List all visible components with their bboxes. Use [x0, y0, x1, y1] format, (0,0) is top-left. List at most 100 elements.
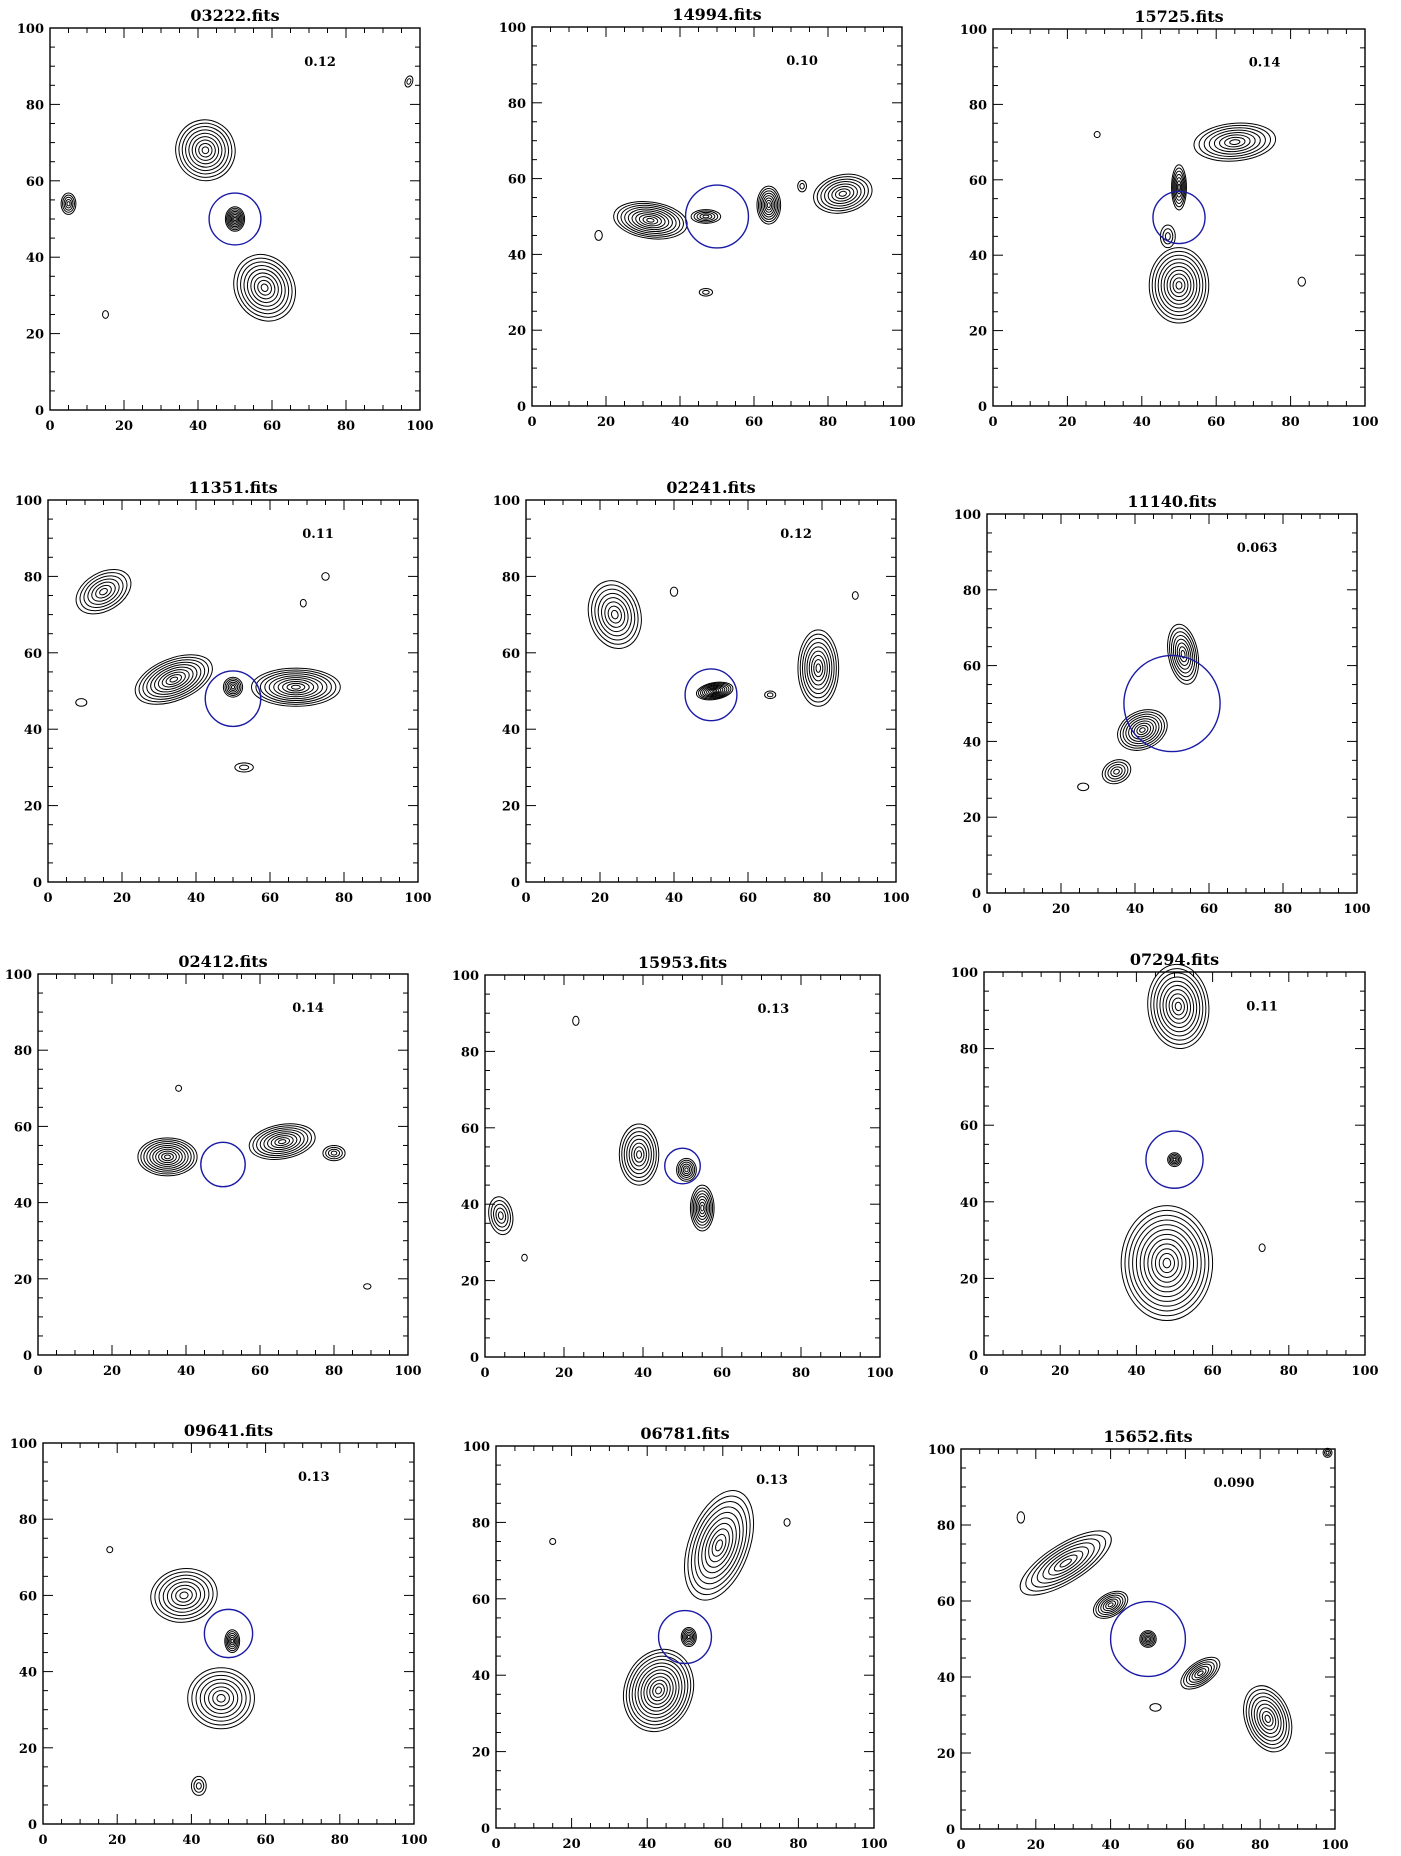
- contour-level: [222, 676, 244, 698]
- contour-level: [1170, 631, 1196, 678]
- contour-component: [1167, 623, 1200, 685]
- contour-level: [224, 1629, 241, 1654]
- contour-level: [623, 1131, 655, 1178]
- contour-level: [820, 178, 866, 209]
- contour-level: [488, 1196, 514, 1236]
- contour-level: [185, 129, 226, 172]
- panel-7: 02412.fits 0 20 40 60 80 100 0 20 40 60 80 100 0.14: [5, 952, 422, 1379]
- contour-component: [1297, 276, 1306, 287]
- contour-level: [246, 268, 283, 307]
- contour-level: [1147, 1238, 1187, 1288]
- contour-level: [1164, 232, 1171, 241]
- contour-component: [322, 1144, 346, 1162]
- contour-level: [1148, 247, 1210, 324]
- contour-level: [99, 588, 108, 596]
- contour-level: [572, 1015, 580, 1026]
- contour-level: [652, 1683, 665, 1698]
- contour-level: [1229, 139, 1241, 145]
- contour-level: [273, 677, 319, 698]
- contour-level: [1031, 1538, 1101, 1588]
- contour-level: [274, 1137, 291, 1147]
- contour-level: [286, 682, 306, 692]
- contour-level: [783, 1518, 791, 1527]
- y-tick-label: 60: [963, 660, 981, 675]
- contour-level: [694, 1506, 744, 1585]
- contour-level: [1259, 1707, 1277, 1731]
- contour-level: [642, 216, 659, 225]
- contour-level: [715, 1539, 723, 1552]
- x-tick-label: 80: [792, 1366, 810, 1381]
- y-tick-label: 40: [461, 1198, 479, 1213]
- y-tick-label: 100: [928, 1443, 955, 1458]
- contour-level: [1324, 1449, 1332, 1457]
- peak-annotation: 0.12: [304, 55, 336, 70]
- contour-level: [684, 1167, 689, 1173]
- x-tick-label: 80: [1251, 1838, 1269, 1852]
- contour-level: [267, 1133, 298, 1151]
- contour-component: [572, 1015, 580, 1026]
- contour-level: [325, 1146, 343, 1160]
- contour-level: [1125, 715, 1160, 745]
- contour-level: [1135, 1224, 1198, 1302]
- plot-frame: [986, 513, 1358, 894]
- marker-circle: [1145, 1130, 1204, 1189]
- contour-level: [697, 682, 732, 700]
- panel-title: 15652.fits: [1103, 1427, 1192, 1446]
- y-tick-label: 0: [946, 1823, 955, 1838]
- contour-component: [1171, 164, 1187, 211]
- contour-level: [199, 1678, 243, 1718]
- contour-level: [610, 609, 619, 620]
- contour-component: [1322, 1447, 1333, 1458]
- contour-level: [766, 692, 774, 698]
- x-tick-label: 40: [182, 1833, 200, 1848]
- panel-title: 07294.fits: [1130, 950, 1219, 969]
- contour-level: [797, 629, 840, 707]
- contour-level: [152, 1146, 183, 1167]
- y-tick-label: 20: [461, 1275, 479, 1290]
- contour-level: [1139, 1630, 1157, 1648]
- contour-level: [699, 683, 730, 699]
- contour-level: [191, 1671, 251, 1726]
- contour-level: [631, 210, 670, 231]
- contour-level: [1172, 1157, 1177, 1162]
- contour-level: [227, 209, 243, 229]
- contour-component: [60, 192, 77, 215]
- panel-title: 02412.fits: [178, 952, 267, 971]
- x-tick-label: 60: [1176, 1838, 1194, 1852]
- contour-component: [150, 1568, 218, 1623]
- contour-level: [1122, 713, 1163, 747]
- contour-component: [594, 230, 603, 241]
- contour-component: [689, 1184, 715, 1232]
- x-tick-label: 0: [521, 891, 530, 906]
- marker-circle: [1152, 190, 1206, 245]
- contour-level: [1128, 718, 1157, 742]
- contour-level: [634, 1662, 683, 1719]
- contour-component: [622, 1648, 695, 1733]
- contour-level: [708, 687, 722, 695]
- contour-level: [256, 1127, 309, 1157]
- contour-level: [1168, 993, 1188, 1020]
- contour-level: [631, 1142, 647, 1167]
- contour-level: [1169, 1155, 1180, 1165]
- x-tick-label: 100: [394, 1364, 421, 1379]
- x-tick-label: 40: [1102, 1838, 1120, 1852]
- contour-component: [175, 119, 236, 182]
- marker-circle: [684, 668, 738, 722]
- contour-level: [764, 690, 777, 700]
- contour-component: [488, 1196, 514, 1236]
- contour-level: [604, 601, 626, 628]
- contour-level: [690, 209, 722, 224]
- contour-level: [1165, 989, 1192, 1024]
- y-tick-label: 20: [19, 1742, 37, 1757]
- x-tick-label: 100: [888, 415, 915, 430]
- panel-title: 09641.fits: [184, 1421, 273, 1440]
- y-tick-label: 20: [963, 811, 981, 826]
- contour-level: [625, 1652, 692, 1729]
- marker-circle: [684, 184, 750, 249]
- contour-level: [175, 1588, 193, 1603]
- contour-level: [693, 210, 719, 223]
- contour-level: [708, 1528, 730, 1563]
- contour-level: [759, 190, 779, 220]
- contour-level: [616, 202, 684, 238]
- contour-level: [687, 1495, 751, 1596]
